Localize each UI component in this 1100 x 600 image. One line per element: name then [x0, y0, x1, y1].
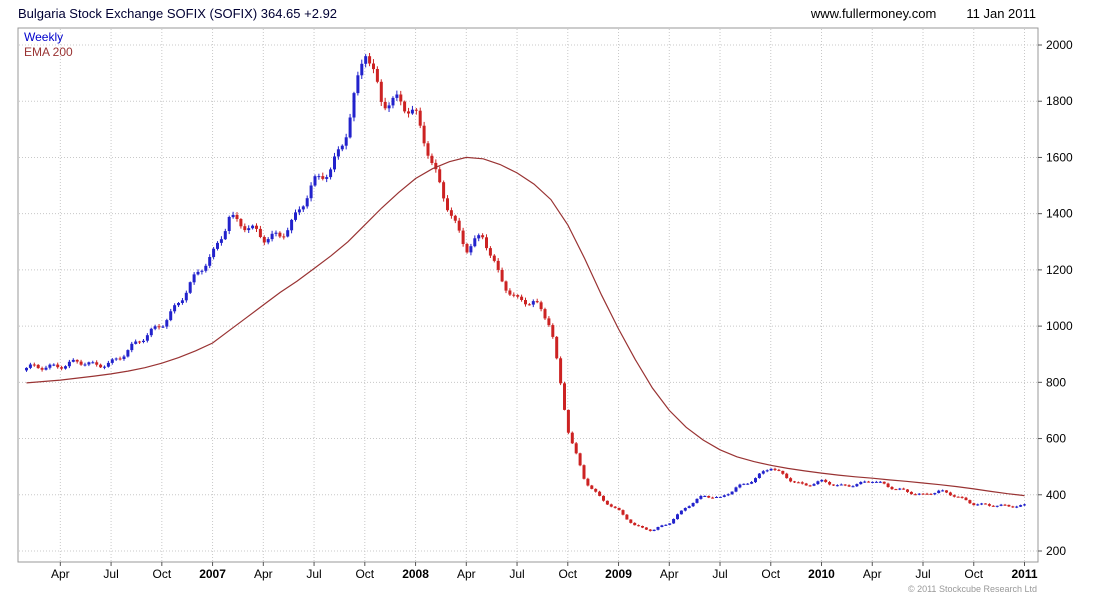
y-axis-label: 1200 [1046, 263, 1073, 277]
x-axis-label: Jul [306, 567, 321, 581]
y-axis-label: 1800 [1046, 94, 1073, 108]
y-axis-label: 2000 [1046, 38, 1073, 52]
website-link[interactable]: www.fullermoney.com [810, 5, 937, 21]
x-axis-label: 2007 [199, 567, 226, 581]
x-axis-label: 2011 [1011, 567, 1037, 581]
x-axis-label: Jul [103, 567, 118, 581]
x-axis-label: Apr [863, 567, 882, 581]
date-label: 11 Jan 2011 [966, 5, 1036, 21]
y-axis-label: 600 [1046, 432, 1066, 446]
ema-line [26, 156, 1025, 497]
y-axis-label: 1000 [1046, 319, 1073, 333]
legend-weekly-label: Weekly [24, 30, 64, 44]
y-axis-label: 1400 [1046, 207, 1073, 221]
x-axis-label: 2010 [808, 567, 835, 581]
y-axis-label: 200 [1046, 544, 1066, 558]
plot-area [17, 27, 1039, 563]
x-axis-label: Jul [509, 567, 524, 581]
x-axis-label: Oct [355, 567, 374, 581]
y-axis-label: 1600 [1046, 150, 1073, 164]
x-axis-label: Apr [254, 567, 273, 581]
x-axis-label: Jul [712, 567, 727, 581]
chart-title: Bulgaria Stock Exchange SOFIX (SOFIX) 36… [18, 5, 338, 21]
candlestick-series [25, 53, 1026, 532]
chart-legend: Weekly EMA 200 [24, 30, 73, 60]
copyright-label: © 2011 Stockcube Research Ltd [907, 584, 1037, 594]
y-axis-label: 800 [1046, 375, 1066, 389]
x-axis-label: Apr [51, 567, 70, 581]
y-axis-label: 400 [1046, 488, 1066, 502]
x-axis-label: Jul [915, 567, 930, 581]
x-axis-label: Oct [964, 567, 983, 581]
header-bar: Bulgaria Stock Exchange SOFIX (SOFIX) 36… [0, 0, 1100, 26]
x-axis-label: 2009 [605, 567, 632, 581]
x-axis-label: Oct [558, 567, 577, 581]
legend-ema-label: EMA 200 [24, 45, 73, 59]
x-axis-label: Apr [457, 567, 476, 581]
x-axis-label: Apr [660, 567, 679, 581]
x-axis-label: Oct [761, 567, 780, 581]
x-axis-label: 2008 [402, 567, 429, 581]
x-axis-label: Oct [152, 567, 171, 581]
